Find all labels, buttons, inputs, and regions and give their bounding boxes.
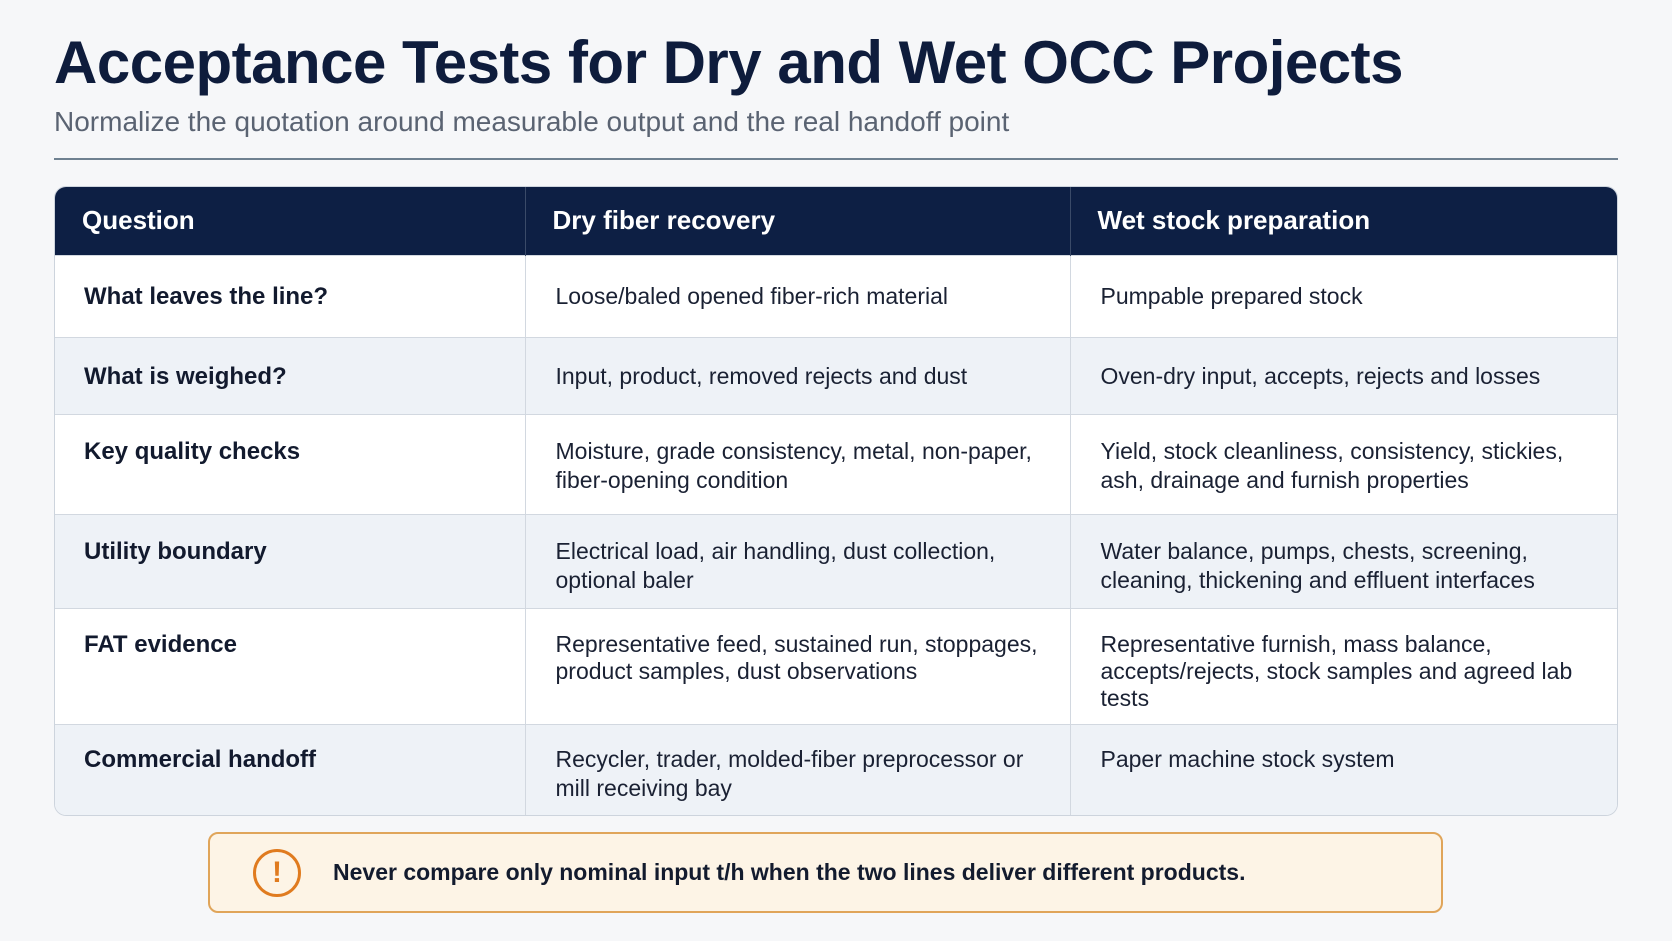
row-wet-value: Yield, stock cleanliness, consistency, s… bbox=[1070, 413, 1617, 514]
warning-callout: ! Never compare only nominal input t/h w… bbox=[208, 832, 1443, 913]
column-header-question: Question bbox=[55, 187, 526, 255]
row-question: What leaves the line? bbox=[55, 254, 526, 337]
exclamation-circle-icon: ! bbox=[253, 848, 301, 897]
table-row: Commercial handoff Recycler, trader, mol… bbox=[55, 723, 1617, 815]
column-header-dry: Dry fiber recovery bbox=[525, 187, 1071, 255]
row-dry-value: Loose/baled opened fiber-rich material bbox=[525, 254, 1071, 337]
row-question: Key quality checks bbox=[55, 413, 526, 514]
row-wet-value: Representative furnish, mass balance, ac… bbox=[1070, 607, 1617, 724]
page-subtitle: Normalize the quotation around measurabl… bbox=[54, 106, 1010, 137]
row-question: Utility boundary bbox=[55, 513, 526, 608]
row-dry-value: Electrical load, air handling, dust coll… bbox=[525, 513, 1071, 608]
row-dry-value: Input, product, removed rejects and dust bbox=[525, 336, 1071, 414]
table-row: What is weighed? Input, product, removed… bbox=[55, 336, 1617, 414]
row-dry-value: Representative feed, sustained run, stop… bbox=[525, 607, 1071, 724]
page-title: Acceptance Tests for Dry and Wet OCC Pro… bbox=[54, 29, 1404, 96]
table-header: Question Dry fiber recovery Wet stock pr… bbox=[55, 187, 1617, 255]
row-wet-value: Pumpable prepared stock bbox=[1070, 254, 1617, 337]
title-divider bbox=[54, 158, 1618, 160]
row-dry-value: Recycler, trader, molded-fiber preproces… bbox=[525, 723, 1071, 815]
table-row: Utility boundary Electrical load, air ha… bbox=[55, 513, 1617, 608]
table-row: Key quality checks Moisture, grade consi… bbox=[55, 413, 1617, 514]
row-question: What is weighed? bbox=[55, 336, 526, 414]
row-wet-value: Water balance, pumps, chests, screening,… bbox=[1070, 513, 1617, 608]
row-wet-value: Oven-dry input, accepts, rejects and los… bbox=[1070, 336, 1617, 414]
row-dry-value: Moisture, grade consistency, metal, non-… bbox=[525, 413, 1071, 514]
comparison-table: Question Dry fiber recovery Wet stock pr… bbox=[54, 186, 1618, 816]
warning-text: Never compare only nominal input t/h whe… bbox=[333, 859, 1246, 885]
table-row: FAT evidence Representative feed, sustai… bbox=[55, 607, 1617, 724]
row-question: Commercial handoff bbox=[55, 723, 526, 815]
row-question: FAT evidence bbox=[55, 607, 526, 724]
row-wet-value: Paper machine stock system bbox=[1070, 723, 1617, 815]
column-header-wet: Wet stock preparation bbox=[1070, 187, 1617, 255]
table-row: What leaves the line? Loose/baled opened… bbox=[55, 254, 1617, 337]
